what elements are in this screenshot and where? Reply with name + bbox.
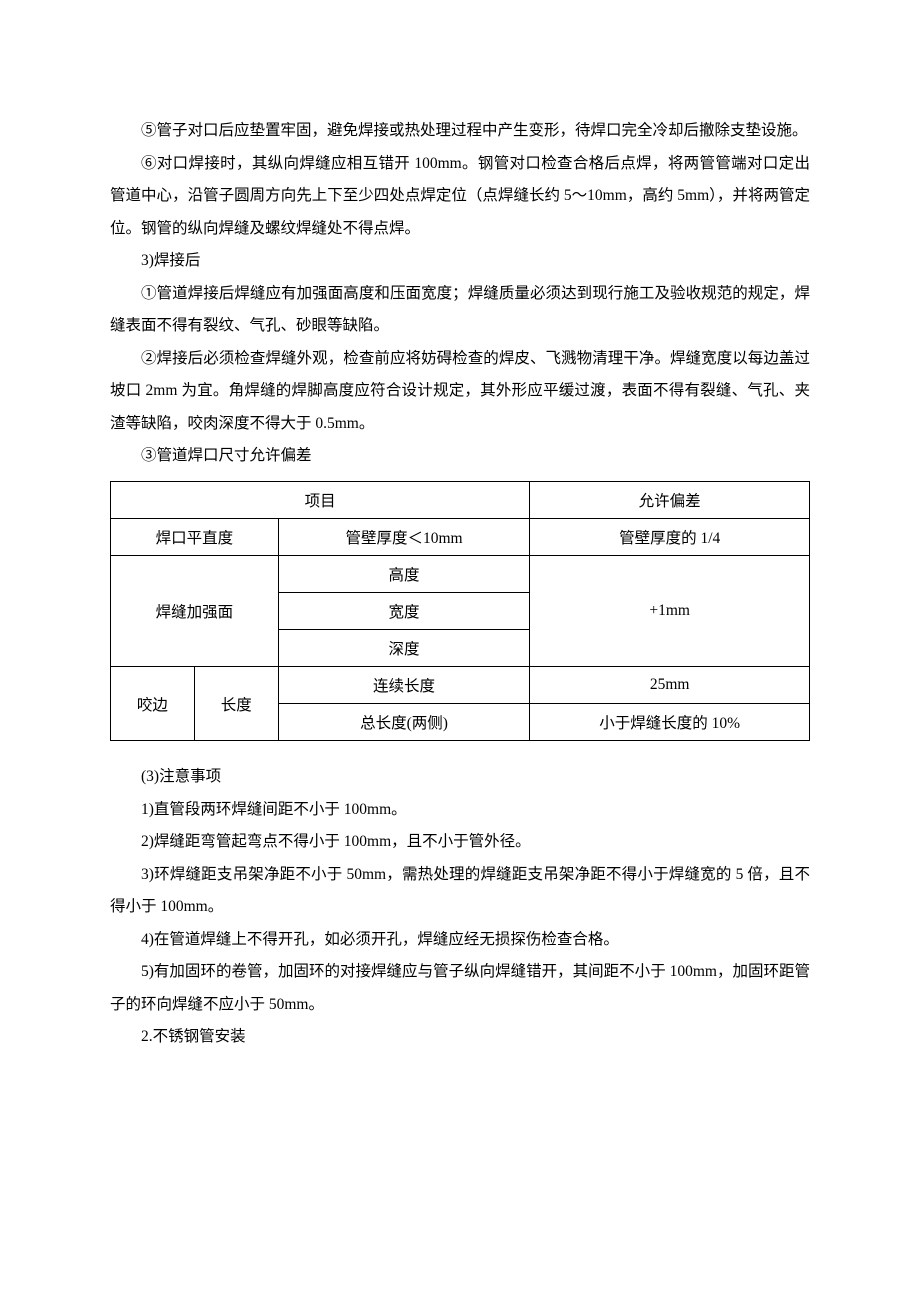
paragraph-section-3-3: ③管道焊口尺寸允许偏差 (110, 440, 810, 473)
tolerance-table: 项目 允许偏差 焊口平直度 管壁厚度＜10mm 管壁厚度的 1/4 焊缝加强面 … (110, 481, 810, 741)
table-cell: 连续长度 (278, 667, 530, 704)
tolerance-table-container: 项目 允许偏差 焊口平直度 管壁厚度＜10mm 管壁厚度的 1/4 焊缝加强面 … (110, 481, 810, 741)
paragraph-notice-3: 3)环焊缝距支吊架净距不小于 50mm，需热处理的焊缝距支吊架净距不得小于焊缝宽… (110, 859, 810, 924)
table-row: 咬边 长度 连续长度 25mm (111, 667, 810, 704)
table-cell: 深度 (278, 630, 530, 667)
table-cell: 长度 (194, 667, 278, 741)
table-row: 焊缝加强面 高度 +1mm (111, 556, 810, 593)
paragraph-section-3: 3)焊接后 (110, 245, 810, 278)
table-cell: 管壁厚度＜10mm (278, 519, 530, 556)
table-cell: 管壁厚度的 1/4 (530, 519, 810, 556)
paragraph-notice-5: 5)有加固环的卷管，加固环的对接焊缝应与管子纵向焊缝错开，其间距不小于 100m… (110, 956, 810, 1021)
table-header-row: 项目 允许偏差 (111, 482, 810, 519)
table-cell: 高度 (278, 556, 530, 593)
table-row: 焊口平直度 管壁厚度＜10mm 管壁厚度的 1/4 (111, 519, 810, 556)
paragraph-section-3-1: ①管道焊接后焊缝应有加强面高度和压面宽度；焊缝质量必须达到现行施工及验收规范的规… (110, 278, 810, 343)
table-cell: 焊口平直度 (111, 519, 279, 556)
table-cell: 25mm (530, 667, 810, 704)
table-header-item: 项目 (111, 482, 530, 519)
paragraph-notice-4: 4)在管道焊缝上不得开孔，如必须开孔，焊缝应经无损探伤检查合格。 (110, 924, 810, 957)
table-cell: +1mm (530, 556, 810, 667)
table-cell: 总长度(两侧) (278, 704, 530, 741)
paragraph-6: ⑥对口焊接时，其纵向焊缝应相互错开 100mm。钢管对口检查合格后点焊，将两管管… (110, 148, 810, 246)
paragraph-section-3-2: ②焊接后必须检查焊缝外观，检查前应将妨碍检查的焊皮、飞溅物清理干净。焊缝宽度以每… (110, 343, 810, 441)
paragraph-section-2: 2.不锈钢管安装 (110, 1021, 810, 1054)
table-cell: 咬边 (111, 667, 195, 741)
paragraph-notice-2: 2)焊缝距弯管起弯点不得小于 100mm，且不小于管外径。 (110, 826, 810, 859)
table-cell: 宽度 (278, 593, 530, 630)
paragraph-notice-1: 1)直管段两环焊缝间距不小于 100mm。 (110, 794, 810, 827)
table-header-tolerance: 允许偏差 (530, 482, 810, 519)
paragraph-notice-title: (3)注意事项 (110, 761, 810, 794)
table-cell: 小于焊缝长度的 10% (530, 704, 810, 741)
table-cell: 焊缝加强面 (111, 556, 279, 667)
paragraph-5: ⑤管子对口后应垫置牢固，避免焊接或热处理过程中产生变形，待焊口完全冷却后撤除支垫… (110, 115, 810, 148)
